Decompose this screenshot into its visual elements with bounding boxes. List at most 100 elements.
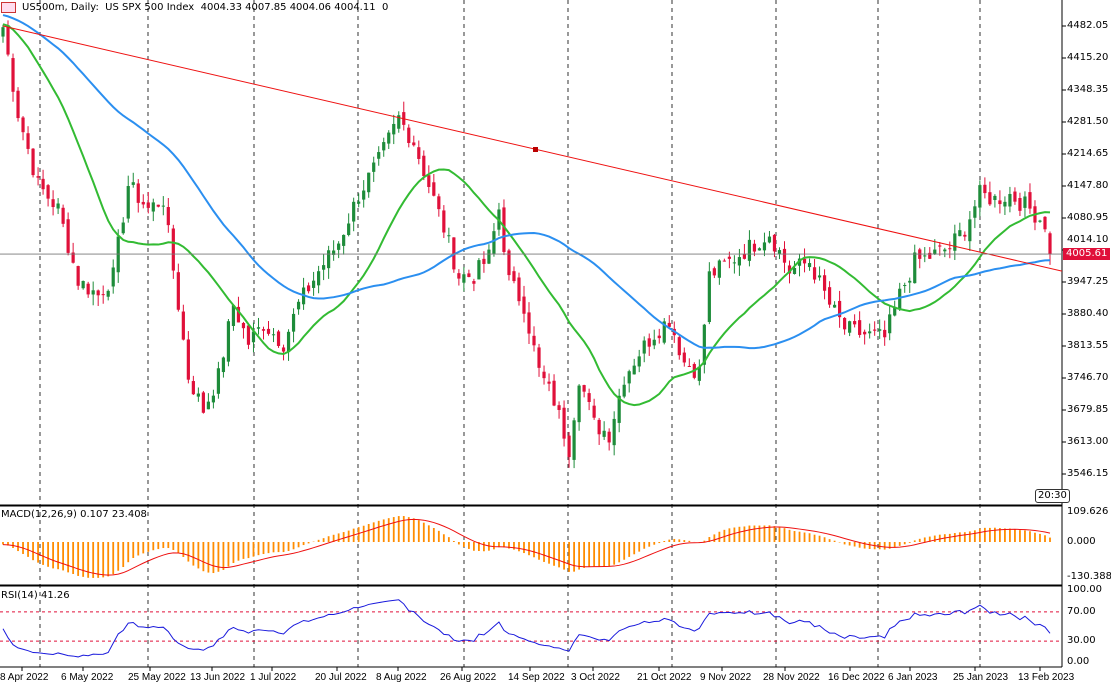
candle-body [837,300,842,318]
candle-body [86,283,90,295]
candle-body [507,250,511,276]
candle-body [727,256,731,259]
candle-body [752,243,757,252]
candle-body [772,234,777,252]
candle-body [953,233,957,251]
macd-tick-label: 109.626 [1067,506,1109,517]
candle-body [131,182,135,185]
candle-body [792,267,797,275]
candle-body [627,371,631,384]
candle-body [978,185,982,208]
y-tick-label: 3880.40 [1067,308,1109,319]
close-value: 4004.11 [334,2,376,13]
symbol-description: US SPX 500 Index [105,2,195,13]
x-tick-label: 3 Oct 2022 [571,672,620,683]
candle-body [236,306,241,323]
candle-body [762,242,767,251]
candle-body [492,231,496,254]
candle-body [392,123,396,135]
candle-body [577,385,581,423]
candle-body [948,248,952,250]
candle-body [347,223,351,235]
candle-body [81,280,85,289]
candle-body [973,206,977,218]
candle-body [432,182,436,196]
x-tick-label: 8 Apr 2022 [0,672,49,683]
candle-body [652,339,656,346]
candle-body [6,25,10,55]
candle-body [968,219,972,242]
candle-body [697,366,701,381]
candle-body [276,331,281,346]
candle-body [687,365,691,367]
candle-body [487,249,491,264]
candle-body [742,254,747,259]
candle-body [1003,201,1007,207]
candle-body [827,287,832,305]
candle-body [587,393,591,402]
candle-body [156,204,160,207]
candle-body [36,176,40,178]
candle-body [231,305,236,326]
candle-body [597,419,601,435]
high-value: 4007.85 [245,2,287,13]
macd-signal-line [2,518,1051,576]
y-tick-label: 4147.80 [1067,180,1109,191]
candle-body [998,200,1002,205]
candle-body [151,202,155,212]
candle-body [221,357,226,373]
candle-body [417,147,421,159]
candle-body [622,384,626,397]
candle-body [527,312,531,334]
candle-body [101,294,105,296]
open-value: 4004.33 [200,2,242,13]
candle-body [191,381,195,395]
current-price-label: 4005.61 [1063,248,1111,261]
candle-body [832,304,837,308]
candle-body [46,185,50,199]
candle-body [863,331,867,335]
candle-body [201,392,205,413]
candle-body [1018,198,1022,211]
candle-body [903,285,907,287]
candle-body [562,407,566,439]
timeframe: Daily [70,2,96,13]
candle-body [91,290,95,295]
x-tick-label: 14 Sep 2022 [508,672,565,683]
candle-body [427,175,431,187]
candle-body [126,186,130,219]
candle-body [296,301,301,310]
candle-body [812,267,817,280]
candle-body [913,252,917,284]
candle-body [873,329,877,331]
candle-body [362,190,366,200]
volume-value: 0 [381,2,389,13]
y-tick-label: 3813.55 [1067,340,1109,351]
candle-body [377,152,381,159]
candle-body [31,148,35,176]
candle-body [21,117,25,133]
candle-body [1023,196,1027,208]
y-tick-label: 4214.65 [1067,148,1109,159]
candle-body [1,27,5,37]
candle-body [707,271,711,323]
candle-body [868,331,872,334]
candle-body [552,380,556,406]
candle-body [61,207,65,224]
candle-body [923,255,927,257]
chart-menu-icon[interactable] [1,2,16,13]
candle-body [397,115,401,129]
candle-body [647,338,651,347]
ma-fast-line [2,23,1051,407]
candle-body [71,252,75,263]
x-tick-label: 25 Jan 2023 [953,672,1009,683]
candle-body [547,381,551,384]
candle-body [206,401,210,410]
candle-body [412,142,416,146]
y-tick-label: 4281.50 [1067,116,1109,127]
candle-body [211,395,216,403]
candle-body [256,327,261,329]
candle-body [522,296,526,314]
candle-body [171,228,175,271]
